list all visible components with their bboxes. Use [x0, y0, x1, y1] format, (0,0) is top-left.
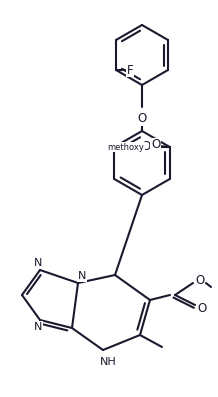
Text: NH: NH	[100, 357, 116, 367]
Text: N: N	[34, 322, 42, 332]
Text: O: O	[137, 112, 147, 125]
Text: O: O	[195, 274, 205, 287]
Text: N: N	[34, 258, 42, 268]
Text: methoxy: methoxy	[107, 143, 144, 152]
Text: F: F	[127, 64, 133, 77]
Text: O: O	[141, 141, 150, 154]
Text: O: O	[151, 139, 160, 152]
Text: O: O	[197, 301, 207, 314]
Text: N: N	[78, 271, 86, 281]
